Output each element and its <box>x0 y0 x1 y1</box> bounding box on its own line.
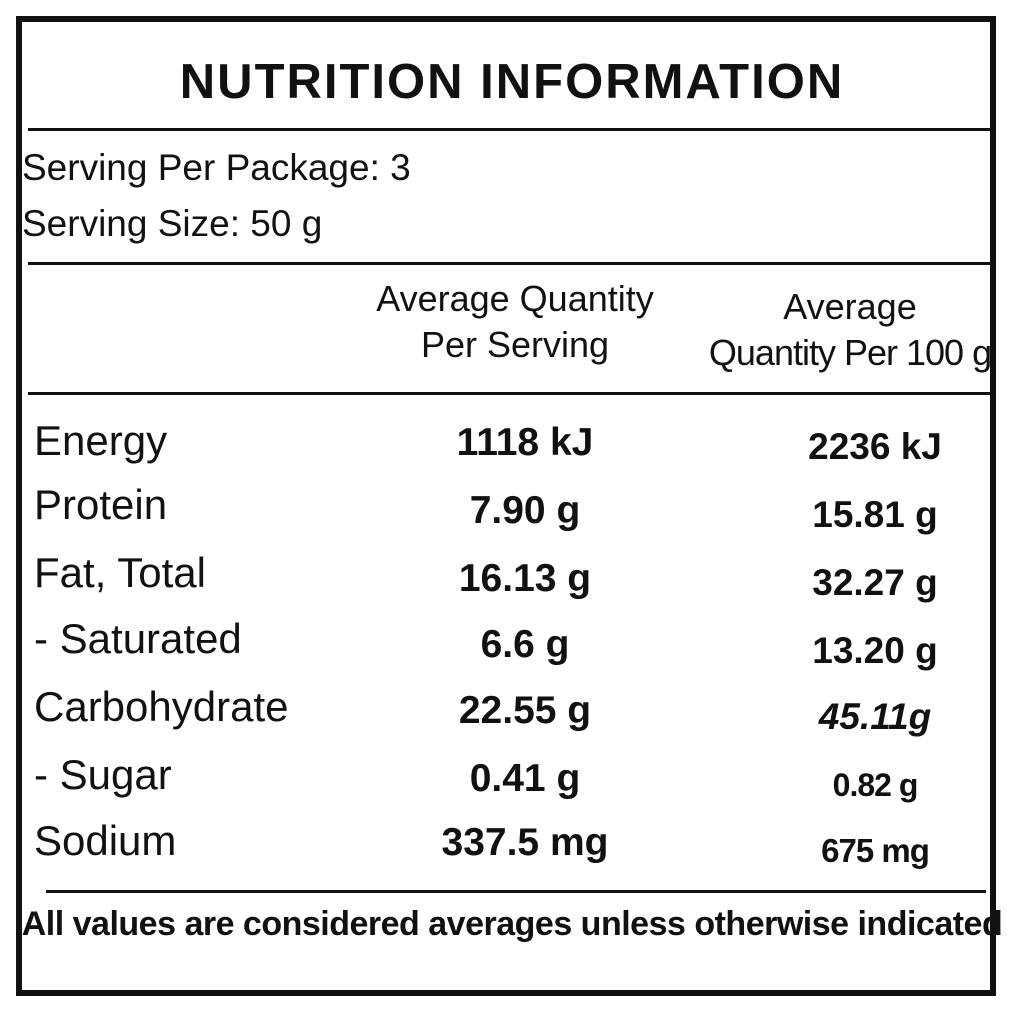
per-serving-value: 1118 kJ <box>456 421 594 464</box>
serving-size: Serving Size: 50 g <box>22 203 323 244</box>
per-serving-value: 22.55 g <box>458 689 592 732</box>
nutrient-name: - Sugar <box>34 751 172 798</box>
per-100g-value: 0.82 g <box>832 767 919 803</box>
per-serving-value: 7.90 g <box>469 489 581 532</box>
column-header-per-serving-line2: Per Serving <box>420 324 610 365</box>
per-serving-value: 6.6 g <box>480 623 570 666</box>
per-100g-value: 32.27 g <box>812 562 938 603</box>
column-header-per-100g-line1: Average <box>783 286 917 327</box>
nutrient-name: - Saturated <box>34 615 242 662</box>
divider-under-title <box>28 128 996 131</box>
nutrition-label-frame <box>16 16 996 996</box>
nutrient-name: Energy <box>34 417 168 464</box>
nutrient-name: Sodium <box>34 817 177 864</box>
serving-per-package: Serving Per Package: 3 <box>22 147 411 188</box>
column-header-per-serving-line1: Average Quantity <box>376 278 654 319</box>
divider-above-footnote <box>46 890 986 893</box>
per-serving-value: 0.41 g <box>469 757 581 800</box>
per-serving-value: 337.5 mg <box>441 821 609 864</box>
divider-under-serving <box>28 262 996 265</box>
column-header-per-100g: Average Quantity Per 100 g <box>700 284 1000 376</box>
per-100g-value: 45.11g <box>818 696 932 737</box>
column-header-per-serving: Average Quantity Per Serving <box>340 276 690 368</box>
per-100g-value: 13.20 g <box>812 630 938 671</box>
per-100g-value: 2236 kJ <box>808 426 942 467</box>
column-header-per-100g-line2: Quantity Per 100 g <box>708 332 992 373</box>
nutrient-name: Carbohydrate <box>34 683 289 730</box>
label-title: NUTRITION INFORMATION <box>179 55 845 109</box>
per-100g-value: 675 mg <box>821 832 930 869</box>
per-serving-value: 16.13 g <box>458 557 592 600</box>
divider-under-headers <box>28 392 996 395</box>
nutrient-name: Fat, Total <box>34 549 206 596</box>
footnote: All values are considered averages unles… <box>21 905 1003 943</box>
per-100g-value: 15.81 g <box>812 494 938 535</box>
nutrient-name: Protein <box>34 481 168 528</box>
